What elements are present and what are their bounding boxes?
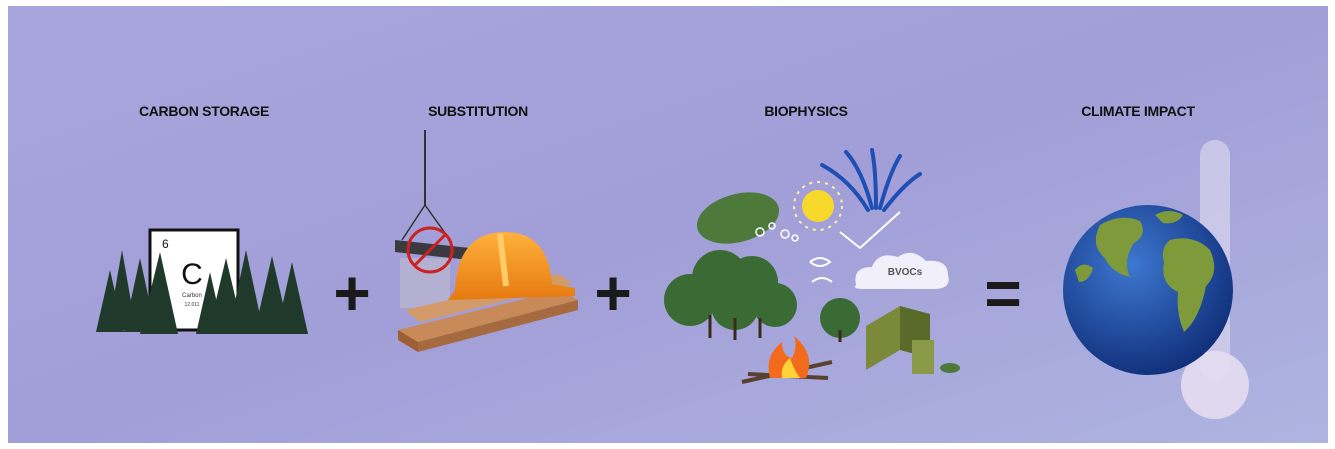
element-mass: 12.011: [185, 302, 200, 308]
panel-title: CARBON STORAGE: [139, 103, 269, 119]
element-name: Carbon: [182, 293, 202, 299]
operator: +: [333, 257, 370, 329]
panel-title: CLIMATE IMPACT: [1081, 103, 1195, 119]
operator: +: [594, 257, 631, 329]
element-symbol: C: [181, 258, 203, 291]
bvoc-label: BVOCs: [888, 267, 923, 278]
operator: =: [984, 257, 1021, 329]
panel-title: BIOPHYSICS: [764, 103, 847, 119]
infographic: CARBON STORAGE SUBSTITUTION BIOPHYSICS C…: [0, 0, 1335, 449]
panel-title: SUBSTITUTION: [428, 103, 528, 119]
element-number: 6: [162, 237, 169, 251]
